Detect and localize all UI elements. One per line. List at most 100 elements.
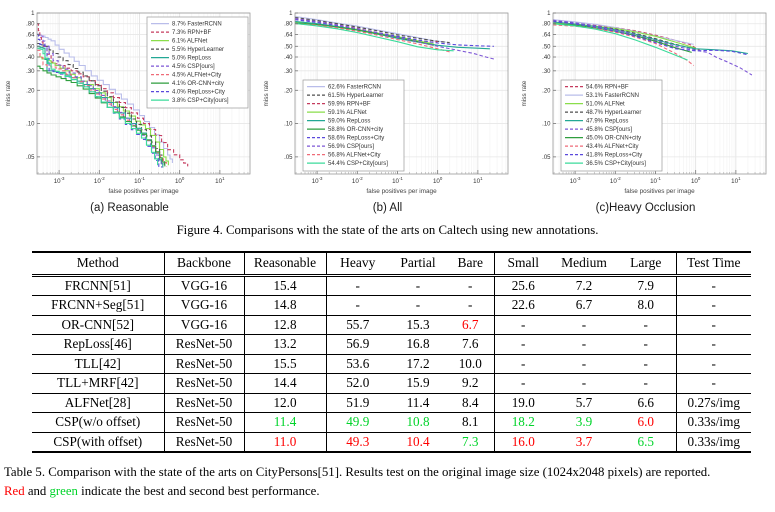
figure4-caption: Figure 4. Comparisons with the state of … (176, 223, 599, 237)
column-header-heavy: Heavy (326, 252, 389, 277)
series-4-1-or-cnn-city (37, 65, 166, 167)
svg-text:.20: .20 (542, 88, 551, 94)
table-cell: TLL+MRF[42] (32, 373, 165, 394)
table-cell: 10.4 (389, 431, 447, 453)
series-41-8-reploss-city (552, 20, 749, 56)
table-row: OR-CNN[52] VGG-16 12.8 55.7 15.3 6.7- - - - (32, 314, 751, 335)
table-cell: VGG-16 (164, 274, 245, 296)
svg-text:36.5% CSP+City[ours]: 36.5% CSP+City[ours] (586, 161, 646, 167)
table-cell: ResNet-50 (164, 392, 245, 413)
svg-text:4.1% OR-CNN+city: 4.1% OR-CNN+city (172, 81, 224, 87)
table-cell: CSP(w/o offset) (32, 412, 165, 433)
svg-text:58.8% OR-CNN+city: 58.8% OR-CNN+city (328, 127, 383, 133)
chart-heavy-occlusion: 10-3 10-2 10-1 100 101 1 .80 .64 .50 .40 .30 .20 .10… (521, 11, 767, 195)
series-56-9-csp-ours- (294, 18, 497, 61)
svg-text:3.8% CSP+City[ours]: 3.8% CSP+City[ours] (172, 98, 229, 104)
series-4-5-csp-ours- (37, 33, 163, 168)
svg-text:.10: .10 (284, 122, 293, 128)
column-header-small: Small (494, 252, 552, 277)
table5-caption: Table 5. Comparison with the state of th… (4, 463, 770, 499)
svg-text:8.7% FasterRCNN: 8.7% FasterRCNN (172, 22, 222, 28)
table-cell: 6.6 (616, 392, 677, 413)
table-cell: - (552, 373, 616, 394)
series-61-5-hyperlearner (294, 16, 450, 44)
table-cell: 5.7 (552, 392, 616, 413)
svg-text:.30: .30 (542, 69, 551, 75)
chart-reasonable-container: 10-3 10-2 10-1 100 101 1 .80 .64 .50 .40 .30 .20 .10… (1, 6, 258, 214)
svg-text:.30: .30 (26, 69, 35, 75)
table-cell: ResNet-50 (164, 412, 245, 433)
table-cell: OR-CNN[52] (32, 314, 165, 335)
svg-text:.20: .20 (284, 88, 293, 94)
svg-text:54.4% CSP+City[ours]: 54.4% CSP+City[ours] (328, 161, 388, 167)
chart-all-caption: (b) All (372, 202, 403, 214)
svg-text:.64: .64 (284, 32, 293, 38)
svg-text:10-2: 10-2 (94, 176, 105, 185)
chart-heavy-occlusion-caption: (c)Heavy Occlusion (595, 202, 696, 214)
table-cell: 7.9 (616, 274, 677, 296)
table-cell: 52.0 (326, 373, 389, 394)
table-cell: 49.3 (326, 431, 389, 453)
svg-text:100: 100 (175, 176, 185, 185)
svg-text:1: 1 (31, 11, 35, 17)
series-56-8-alfnet-city (294, 23, 450, 53)
table-cell: 17.2 (389, 353, 447, 374)
y-axis-label: miss rate (5, 80, 12, 106)
svg-text:.80: .80 (542, 22, 551, 28)
table-cell: 15.5 (244, 353, 327, 374)
table-row: CSP(w/o offset) ResNet-50 11.4 49.9 10.8 8.1 1… (32, 412, 751, 433)
table-cell: FRCNN[51] (32, 274, 165, 296)
table-cell: - (494, 353, 552, 374)
table-row: TLL[42] ResNet-50 15.5 53.6 17.2 10.0- - - - (32, 353, 751, 374)
svg-text:5.0% RepLoss: 5.0% RepLoss (172, 56, 211, 62)
table-cell: - (494, 373, 552, 394)
table-cell: RepLoss[46] (32, 334, 165, 355)
table-cell: - (616, 334, 677, 355)
svg-text:5.5% HyperLearner: 5.5% HyperLearner (172, 47, 224, 53)
svg-text:45.0% OR-CNN+city: 45.0% OR-CNN+city (586, 136, 641, 142)
table-cell: 6.5 (616, 431, 677, 453)
chart-all: 10-3 10-2 10-1 100 101 1 .80 .64 .50 .40 .30 .20 .10… (263, 11, 509, 195)
x-axis-label: false positives per image (624, 188, 695, 195)
table-cell: - (447, 295, 495, 316)
svg-text:.64: .64 (542, 32, 551, 38)
table-cell: 0.33s/img (676, 431, 751, 453)
svg-text:.80: .80 (284, 22, 293, 28)
table-cell: - (676, 334, 751, 355)
svg-text:101: 101 (731, 176, 741, 185)
svg-text:.80: .80 (26, 22, 35, 28)
svg-text:.20: .20 (26, 88, 35, 94)
table-cell: 14.4 (244, 373, 327, 394)
table-cell: 0.33s/img (676, 412, 751, 433)
table-cell: 10.0 (447, 353, 495, 374)
svg-text:10-1: 10-1 (134, 176, 145, 185)
table-cell: 0.27s/img (676, 392, 751, 413)
table-cell: FRCNN+Seg[51] (32, 295, 165, 316)
svg-text:4.0% RepLoss+City: 4.0% RepLoss+City (172, 90, 225, 96)
svg-text:.40: .40 (284, 55, 293, 61)
table-cell: 12.8 (244, 314, 327, 335)
red-word: Red (4, 483, 25, 498)
table-row: RepLoss[46] ResNet-50 13.2 56.9 16.8 7.6- - - - (32, 334, 751, 355)
series-62-6-fasterrcnn (294, 15, 446, 43)
series-lines (294, 15, 497, 61)
svg-text:.10: .10 (26, 122, 35, 128)
table-cell: 49.9 (326, 412, 389, 433)
table-cell: ResNet-50 (164, 373, 245, 394)
svg-text:47.9% RepLoss: 47.9% RepLoss (586, 119, 628, 125)
series-5-0-reploss (37, 45, 164, 168)
table-header-row: Method Backbone Reasonable Heavy Partial Bare… (32, 252, 751, 277)
svg-text:.30: .30 (284, 69, 293, 75)
table-cell: - (494, 334, 552, 355)
column-header-bare: Bare (447, 252, 495, 277)
column-header-partial: Partial (389, 252, 447, 277)
axes: 10-3 10-2 10-1 100 101 1 .80 .64 .50 .40 .30 .20 .10… (5, 11, 251, 195)
table-cell: 19.0 (494, 392, 552, 413)
table-cell: ResNet-50 (164, 431, 245, 453)
table5-caption-line2: Red and green indicate the best and seco… (4, 483, 320, 498)
table-row: TLL+MRF[42] ResNet-50 14.4 52.0 15.9 9.2- - - - (32, 373, 751, 394)
svg-text:100: 100 (433, 176, 443, 185)
table-cell: - (389, 295, 447, 316)
table-cell: 15.3 (389, 314, 447, 335)
series-58-6-reploss-city (294, 19, 494, 47)
